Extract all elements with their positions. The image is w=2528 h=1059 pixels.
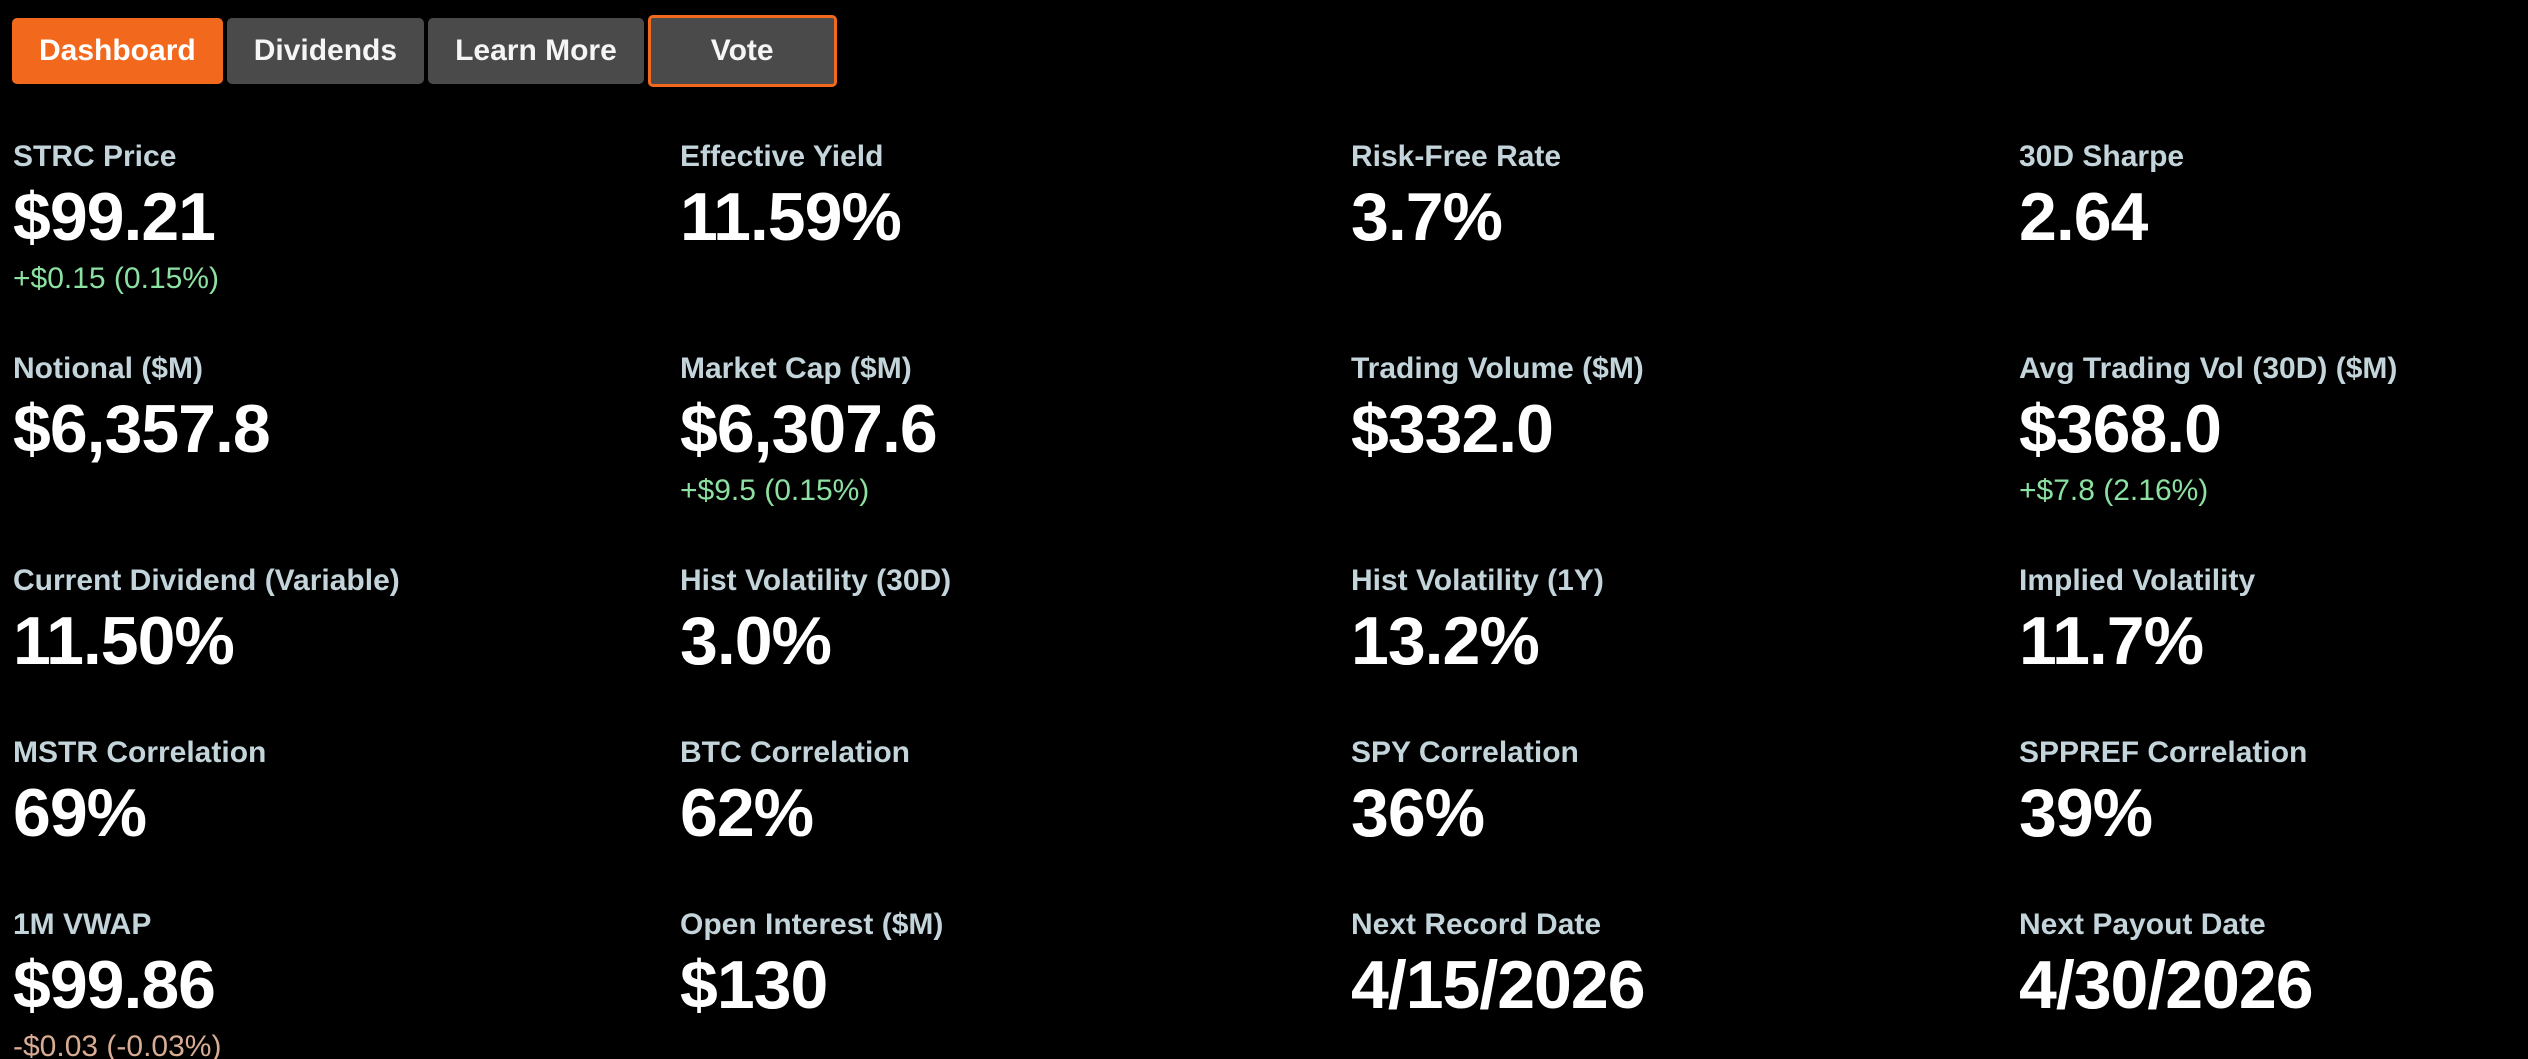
metric-label: Implied Volatility [2019,564,2256,597]
metric-change: +$7.8 (2.16%) [2019,474,2209,507]
metric-label: Next Record Date [1351,908,1602,941]
metric-value: $99.86 [13,947,216,1023]
metric-card-trading-volume-m: Trading Volume ($M) $332.0 [1351,350,2019,510]
metric-label: Next Payout Date [2019,908,2266,941]
tab-dashboard[interactable]: Dashboard [12,18,223,84]
metric-value: $6,307.6 [680,391,938,467]
metric-value: 4/15/2026 [1351,947,1646,1023]
metric-value: 3.7% [1351,179,1503,255]
metric-card-btc-correlation: BTC Correlation 62% [680,734,1351,854]
metric-value: 62% [680,775,814,851]
tab-dividends[interactable]: Dividends [226,18,425,84]
metric-value: 4/30/2026 [2019,947,2314,1023]
metric-label: Notional ($M) [13,352,203,385]
metric-card-implied-volatility: Implied Volatility 11.7% [2019,562,2528,682]
metric-card-notional-m: Notional ($M) $6,357.8 [13,350,680,510]
metric-label: Trading Volume ($M) [1351,352,1644,385]
metric-value: $368.0 [2019,391,2222,467]
metric-card-strc-price: STRC Price $99.21 +$0.15 (0.15%) [13,138,680,298]
metric-change: +$0.15 (0.15%) [13,262,219,295]
metric-value: 3.0% [680,603,832,679]
metric-label: BTC Correlation [680,736,911,769]
metric-card-avg-trading-vol-30d-m: Avg Trading Vol (30D) ($M) $368.0 +$7.8 (2… [2019,350,2528,510]
metric-label: Effective Yield [680,140,884,173]
metric-card-sppref-correlation: SPPREF Correlation 39% [2019,734,2528,854]
tab-bar: Dashboard Dividends Learn More Vote [12,15,837,87]
metric-label: Open Interest ($M) [680,908,944,941]
metric-value: 11.59% [680,179,902,255]
metric-label: Current Dividend (Variable) [13,564,400,597]
metric-label: Risk-Free Rate [1351,140,1562,173]
metric-card-open-interest-m: Open Interest ($M) $130 [680,906,1351,1059]
metric-card-30d-sharpe: 30D Sharpe 2.64 [2019,138,2528,298]
metric-card-market-cap-m: Market Cap ($M) $6,307.6 +$9.5 (0.15%) [680,350,1351,510]
metric-card-spy-correlation: SPY Correlation 36% [1351,734,2019,854]
metric-label: STRC Price [13,140,177,173]
metric-card-effective-yield: Effective Yield 11.59% [680,138,1351,298]
metric-value: 36% [1351,775,1485,851]
metric-card-current-dividend-variable: Current Dividend (Variable) 11.50% [13,562,680,682]
metrics-grid: STRC Price $99.21 +$0.15 (0.15%) Effective … [13,138,2528,1059]
metric-value: $6,357.8 [13,391,271,467]
metric-value: $332.0 [1351,391,1554,467]
metric-card-next-record-date: Next Record Date 4/15/2026 [1351,906,2019,1059]
metric-value: $99.21 [13,179,216,255]
metric-value: 13.2% [1351,603,1540,679]
metric-card-next-payout-date: Next Payout Date 4/30/2026 [2019,906,2528,1059]
metric-label: SPPREF Correlation [2019,736,2308,769]
metric-value: 39% [2019,775,2153,851]
metric-value: $130 [680,947,828,1023]
metric-card-hist-volatility-30d: Hist Volatility (30D) 3.0% [680,562,1351,682]
metric-card-1m-vwap: 1M VWAP $99.86 -$0.03 (-0.03%) [13,906,680,1059]
metric-card-hist-volatility-1y: Hist Volatility (1Y) 13.2% [1351,562,2019,682]
metric-label: Avg Trading Vol (30D) ($M) [2019,352,2398,385]
metric-value: 11.50% [13,603,235,679]
metric-change: -$0.03 (-0.03%) [13,1030,222,1059]
metric-label: SPY Correlation [1351,736,1579,769]
metric-change: +$9.5 (0.15%) [680,474,870,507]
tab-vote[interactable]: Vote [647,15,837,87]
metric-label: 1M VWAP [13,908,152,941]
tab-learn-more[interactable]: Learn More [428,18,644,84]
metric-label: 30D Sharpe [2019,140,2185,173]
metric-label: Hist Volatility (30D) [680,564,952,597]
metric-value: 2.64 [2019,179,2148,255]
metric-value: 11.7% [2019,603,2204,679]
metric-label: Hist Volatility (1Y) [1351,564,1604,597]
metric-card-risk-free-rate: Risk-Free Rate 3.7% [1351,138,2019,298]
metric-value: 69% [13,775,147,851]
metric-label: Market Cap ($M) [680,352,912,385]
metric-card-mstr-correlation: MSTR Correlation 69% [13,734,680,854]
metric-label: MSTR Correlation [13,736,267,769]
